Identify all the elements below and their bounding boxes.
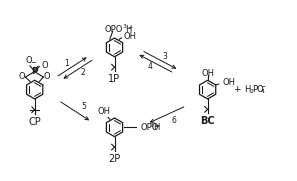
- Text: PO: PO: [252, 85, 264, 94]
- Text: 2P: 2P: [108, 154, 121, 164]
- Text: −: −: [30, 60, 36, 66]
- Text: −: −: [260, 83, 266, 89]
- Text: P: P: [31, 67, 38, 76]
- Text: H: H: [244, 85, 251, 94]
- Text: 5: 5: [81, 102, 86, 111]
- Text: 3: 3: [122, 24, 126, 30]
- Text: OH: OH: [222, 78, 235, 87]
- Text: OPO: OPO: [140, 123, 159, 132]
- Text: 2: 2: [250, 89, 254, 94]
- Text: O: O: [42, 61, 48, 70]
- Text: OH: OH: [98, 107, 111, 116]
- Text: H: H: [125, 25, 132, 34]
- Text: 4: 4: [260, 89, 265, 94]
- Text: BC: BC: [200, 116, 215, 126]
- Text: 1P: 1P: [108, 74, 121, 84]
- Text: OH: OH: [124, 32, 137, 41]
- Text: 3: 3: [163, 52, 168, 61]
- Text: +: +: [233, 85, 241, 94]
- Text: H: H: [153, 123, 159, 132]
- Text: O: O: [19, 72, 25, 81]
- Text: 6: 6: [171, 116, 176, 125]
- Text: CP: CP: [28, 117, 41, 127]
- Text: −: −: [127, 24, 132, 30]
- Text: O: O: [44, 72, 50, 81]
- Text: 4: 4: [148, 62, 153, 71]
- Text: O: O: [26, 56, 32, 65]
- Text: 3: 3: [150, 123, 154, 128]
- Text: 1: 1: [64, 59, 69, 68]
- Text: OPO: OPO: [104, 25, 122, 34]
- Text: 2: 2: [81, 68, 86, 77]
- Text: −: −: [155, 123, 160, 128]
- Text: OH: OH: [201, 69, 214, 78]
